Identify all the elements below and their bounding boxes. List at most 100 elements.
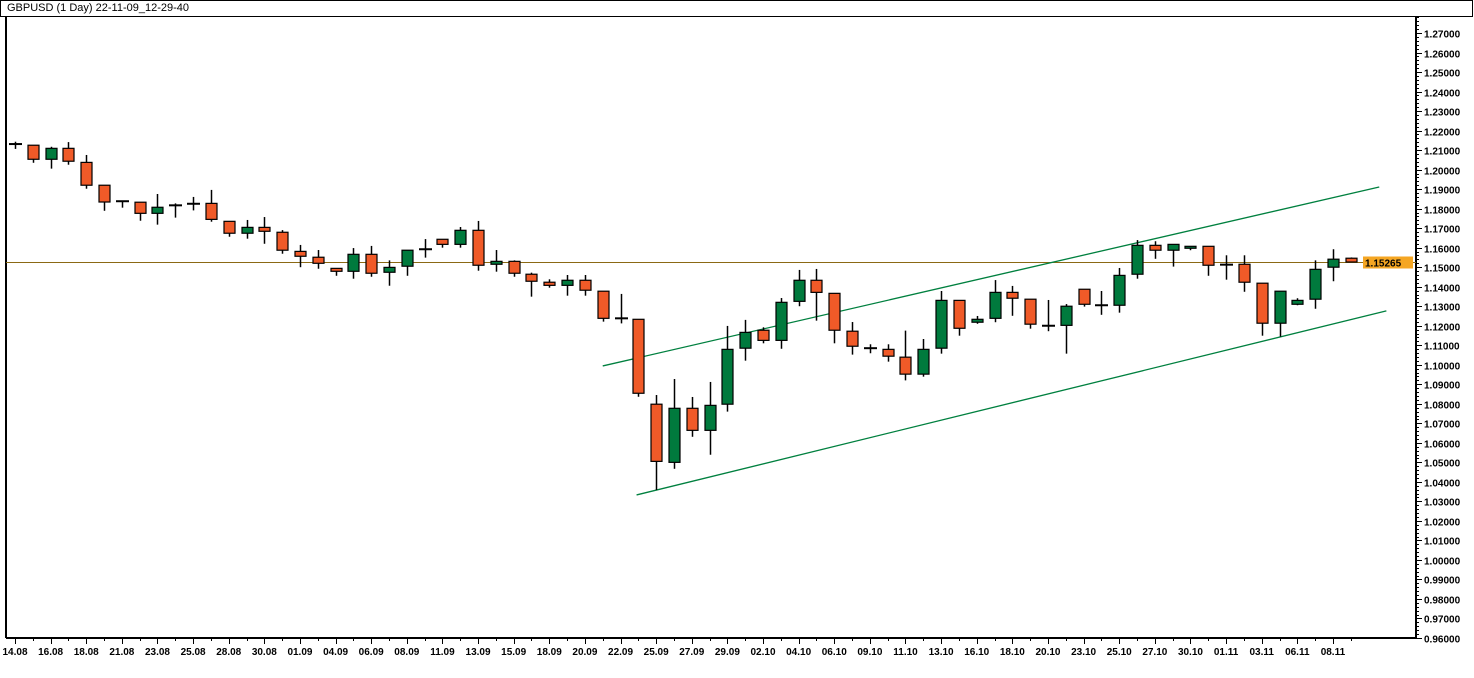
candle-body-bearish [98, 184, 111, 203]
y-tick-label: 1.22000 [1424, 128, 1461, 139]
candle [650, 395, 663, 491]
candle-body-bullish [1184, 245, 1197, 249]
candle [1184, 245, 1197, 251]
candle [1309, 260, 1322, 309]
y-tick-label: 1.23000 [1424, 108, 1461, 119]
candle-body-bearish [632, 318, 645, 394]
x-tick-label: 23.08 [145, 647, 170, 658]
x-tick-label: 27.10 [1142, 647, 1167, 658]
y-tick-label: 1.00000 [1424, 557, 1461, 568]
candle [490, 250, 503, 272]
candle [312, 250, 325, 269]
x-tick-label: 04.10 [786, 647, 811, 658]
candle [543, 279, 556, 288]
candle-body-bearish [579, 279, 592, 291]
chart-title: GBPUSD (1 Day) 22-11-09_12-29-40 [7, 2, 189, 14]
candle [80, 154, 93, 189]
candle [294, 244, 307, 268]
candle-body-bullish [241, 226, 254, 234]
x-tick-label: 06.11 [1285, 647, 1310, 658]
candle [151, 194, 164, 225]
candle [1006, 285, 1019, 316]
candle [45, 146, 58, 169]
candle-body-bearish [312, 256, 325, 264]
candle [1078, 288, 1091, 307]
candle-body-bearish [205, 202, 218, 220]
y-tick-label: 1.01000 [1424, 537, 1461, 548]
candle-body-bullish [1327, 258, 1340, 268]
candle-body-bearish [525, 273, 538, 282]
candle-body-bearish [828, 292, 841, 331]
x-tick-label: 13.09 [466, 647, 491, 658]
x-tick-label: 13.10 [929, 647, 954, 658]
y-tick-label: 0.96000 [1424, 635, 1461, 646]
candle-body-bearish [1345, 257, 1358, 263]
candle-body-bearish [436, 238, 449, 245]
y-tick-label: 1.10000 [1424, 362, 1461, 373]
y-tick-label: 0.99000 [1424, 576, 1461, 587]
y-tick-label: 1.13000 [1424, 303, 1461, 314]
candle-body-bearish [757, 329, 770, 341]
candle [1131, 240, 1144, 279]
candle [1113, 267, 1126, 313]
y-tick-label: 1.19000 [1424, 186, 1461, 197]
y-tick-label: 1.03000 [1424, 498, 1461, 509]
trendline-upper-channel [602, 186, 1380, 367]
x-tick-label: 15.09 [501, 647, 526, 658]
x-tick-label: 06.10 [822, 647, 847, 658]
candle-body-bearish [1238, 263, 1251, 283]
candle-body-bullish [1113, 274, 1126, 306]
y-tick-label: 1.08000 [1424, 401, 1461, 412]
x-tick-label: 14.08 [2, 647, 27, 658]
candle [472, 220, 485, 271]
candle [134, 201, 147, 221]
candle-body-bearish [1256, 282, 1269, 324]
candle-body-bullish [704, 404, 717, 431]
candle-body-bearish [472, 229, 485, 266]
candle [561, 274, 574, 296]
x-tick-label: 09.10 [857, 647, 882, 658]
chart-title-bar: GBPUSD (1 Day) 22-11-09_12-29-40 [0, 0, 1473, 17]
candle-body-bullish [561, 279, 574, 286]
y-tick-label: 1.24000 [1424, 89, 1461, 100]
candle-body-bullish [151, 206, 164, 214]
candle-body-bearish [597, 290, 610, 319]
x-tick-label: 28.08 [216, 647, 241, 658]
x-tick-label: 25.10 [1107, 647, 1132, 658]
candle [169, 203, 182, 218]
candle [258, 217, 271, 244]
candle [953, 299, 966, 336]
x-tick-label: 03.11 [1249, 647, 1274, 658]
x-tick-label: 01.09 [287, 647, 312, 658]
x-tick-label: 06.09 [359, 647, 384, 658]
y-tick-label: 1.06000 [1424, 440, 1461, 451]
candle-body-bullish [775, 301, 788, 341]
candle-body-bearish [846, 330, 859, 347]
candle-body-bullish [1309, 268, 1322, 300]
candle [205, 189, 218, 222]
candle [98, 184, 111, 211]
candle [365, 245, 378, 277]
y-tick-label: 1.27000 [1424, 30, 1461, 41]
candle-body-bullish [739, 331, 752, 349]
candle-body-bullish [1131, 244, 1144, 275]
candle-body-bullish [793, 279, 806, 302]
current-price-label: 1.15265 [1365, 259, 1402, 270]
candle [704, 381, 717, 455]
candle-body-bullish [1060, 305, 1073, 326]
x-tick-label: 25.09 [644, 647, 669, 658]
candle-body-bearish [330, 267, 343, 272]
y-tick-label: 1.14000 [1424, 284, 1461, 295]
candle-body-bullish [1167, 243, 1180, 251]
x-tick-label: 23.10 [1071, 647, 1096, 658]
candle [989, 280, 1002, 323]
candle-body-bullish [935, 299, 948, 349]
candle-body-bearish [276, 231, 289, 251]
candle [846, 322, 859, 355]
trendline-lower-channel [636, 310, 1387, 496]
candle-body-bearish [1024, 298, 1037, 325]
candle [1274, 290, 1287, 337]
candle [454, 226, 467, 248]
y-tick-label: 1.12000 [1424, 323, 1461, 334]
